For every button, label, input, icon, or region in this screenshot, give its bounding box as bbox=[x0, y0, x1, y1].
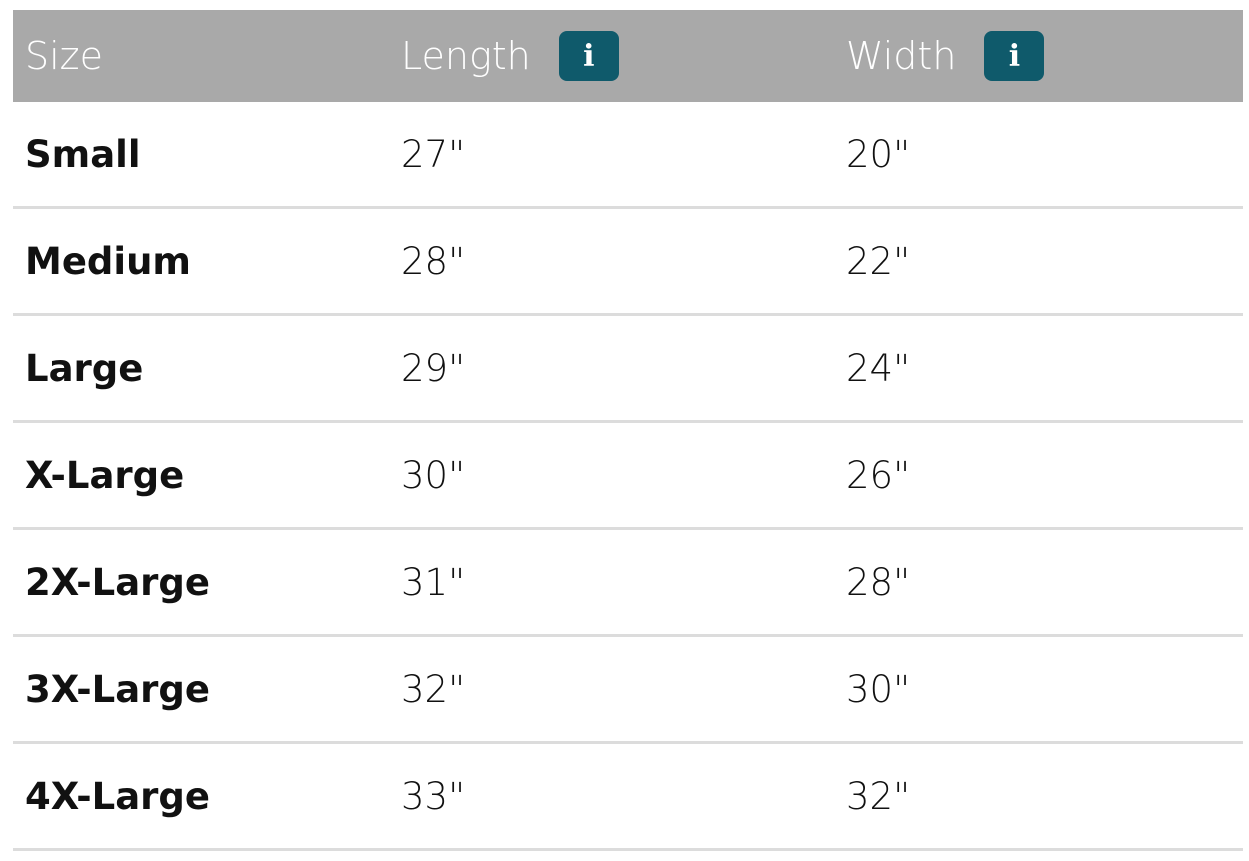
table-row: Small 27" 20" bbox=[13, 102, 1243, 209]
cell-width: 28" bbox=[846, 560, 911, 604]
cell-length: 31" bbox=[401, 560, 466, 604]
cell-length: 28" bbox=[401, 239, 466, 283]
cell-size: 4X-Large bbox=[25, 774, 210, 818]
cell-width: 24" bbox=[846, 346, 911, 390]
cell-width: 30" bbox=[846, 667, 911, 711]
size-chart-table: Size Length i Width i Small 27" 20" Medium 2… bbox=[13, 10, 1243, 851]
header-width: Width i bbox=[846, 10, 1045, 102]
length-info-icon[interactable]: i bbox=[558, 31, 619, 81]
cell-width: 22" bbox=[846, 239, 911, 283]
table-row: Large 29" 24" bbox=[13, 316, 1243, 423]
cell-width: 32" bbox=[846, 774, 911, 818]
header-length: Length i bbox=[401, 10, 619, 102]
table-header: Size Length i Width i bbox=[13, 10, 1243, 102]
cell-size: 3X-Large bbox=[25, 667, 210, 711]
cell-size: X-Large bbox=[25, 453, 185, 497]
cell-length: 27" bbox=[401, 132, 466, 176]
table-row: Medium 28" 22" bbox=[13, 209, 1243, 316]
header-length-label: Length bbox=[401, 34, 531, 78]
cell-length: 33" bbox=[401, 774, 466, 818]
cell-width: 20" bbox=[846, 132, 911, 176]
table-row: 3X-Large 32" 30" bbox=[13, 637, 1243, 744]
table-row: 4X-Large 33" 32" bbox=[13, 744, 1243, 851]
header-width-label: Width bbox=[846, 34, 957, 78]
cell-size: Medium bbox=[25, 239, 191, 283]
table-row: X-Large 30" 26" bbox=[13, 423, 1243, 530]
cell-length: 30" bbox=[401, 453, 466, 497]
width-info-icon[interactable]: i bbox=[984, 31, 1045, 81]
table-row: 2X-Large 31" 28" bbox=[13, 530, 1243, 637]
header-size: Size bbox=[25, 34, 104, 78]
cell-width: 26" bbox=[846, 453, 911, 497]
cell-size: Large bbox=[25, 346, 144, 390]
cell-size: 2X-Large bbox=[25, 560, 210, 604]
cell-length: 32" bbox=[401, 667, 466, 711]
cell-size: Small bbox=[25, 132, 141, 176]
cell-length: 29" bbox=[401, 346, 466, 390]
